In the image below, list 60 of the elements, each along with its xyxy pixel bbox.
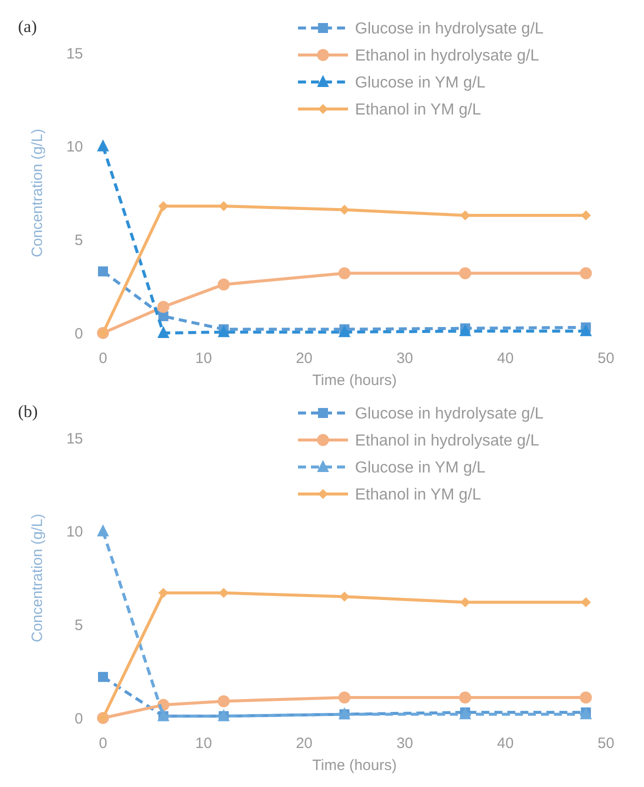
y-axis-title: Concentration (g/L) bbox=[29, 514, 46, 642]
y-tick-label: 15 bbox=[66, 430, 83, 448]
x-tick-label: 20 bbox=[296, 350, 313, 367]
x-tick-label: 10 bbox=[195, 735, 212, 752]
x-tick-label: 20 bbox=[296, 735, 313, 752]
x-tick-label: 50 bbox=[598, 350, 614, 367]
point bbox=[459, 324, 472, 336]
point bbox=[157, 300, 170, 313]
point bbox=[218, 695, 230, 708]
point bbox=[158, 588, 168, 598]
x-tick-label: 40 bbox=[497, 735, 514, 752]
point bbox=[339, 204, 350, 215]
y-tick-label: 0 bbox=[74, 710, 83, 728]
legend-label: Glucose in hydrolysate g/L bbox=[355, 20, 544, 38]
legend-label: Ethanol in YM g/L bbox=[355, 486, 482, 504]
point bbox=[338, 267, 350, 280]
point bbox=[460, 210, 470, 220]
legend-label: Glucose in hydrolysate g/L bbox=[355, 406, 544, 423]
point bbox=[157, 326, 170, 338]
point bbox=[580, 324, 592, 336]
x-tick-label: 30 bbox=[396, 735, 414, 752]
point bbox=[459, 691, 472, 704]
x-tick-label: 50 bbox=[598, 735, 614, 752]
point bbox=[97, 139, 109, 152]
x-tick-label: 0 bbox=[98, 350, 108, 367]
y-tick-label: 15 bbox=[66, 45, 83, 62]
point bbox=[580, 210, 591, 220]
legend-label: Glucose in YM g/L bbox=[355, 460, 486, 477]
point bbox=[338, 325, 350, 338]
point bbox=[338, 691, 350, 704]
point bbox=[98, 266, 108, 276]
point bbox=[218, 278, 230, 290]
legend-label: Glucose in YM g/L bbox=[355, 74, 486, 92]
x-tick-label: 10 bbox=[195, 350, 212, 367]
point bbox=[580, 267, 592, 280]
chart-title: (b) bbox=[18, 402, 38, 421]
point bbox=[460, 597, 470, 608]
point bbox=[339, 592, 350, 602]
point bbox=[580, 691, 592, 704]
x-tick-label: 40 bbox=[497, 350, 514, 367]
point bbox=[218, 588, 229, 598]
point bbox=[158, 201, 168, 212]
y-tick-label: 10 bbox=[66, 524, 83, 541]
point bbox=[218, 201, 229, 212]
legend-label: Ethanol in hydrolysate g/L bbox=[355, 432, 540, 450]
x-tick-label: 0 bbox=[98, 735, 108, 752]
x-axis-title: Time (hours) bbox=[312, 757, 397, 774]
legend-label: Ethanol in hydrolysate g/L bbox=[355, 48, 540, 65]
x-axis-title: Time (hours) bbox=[312, 372, 397, 389]
y-tick-label: 5 bbox=[74, 232, 83, 249]
y-tick-label: 5 bbox=[74, 616, 83, 634]
y-axis-title: Concentration (g/L) bbox=[29, 128, 46, 258]
point bbox=[580, 597, 591, 608]
point bbox=[459, 267, 472, 280]
chart-title: (a) bbox=[18, 17, 37, 36]
y-tick-label: 10 bbox=[66, 138, 83, 156]
x-tick-label: 30 bbox=[396, 350, 414, 367]
y-tick-label: 0 bbox=[74, 325, 83, 342]
legend-label: Ethanol in YM g/L bbox=[355, 102, 482, 119]
point bbox=[218, 325, 230, 338]
